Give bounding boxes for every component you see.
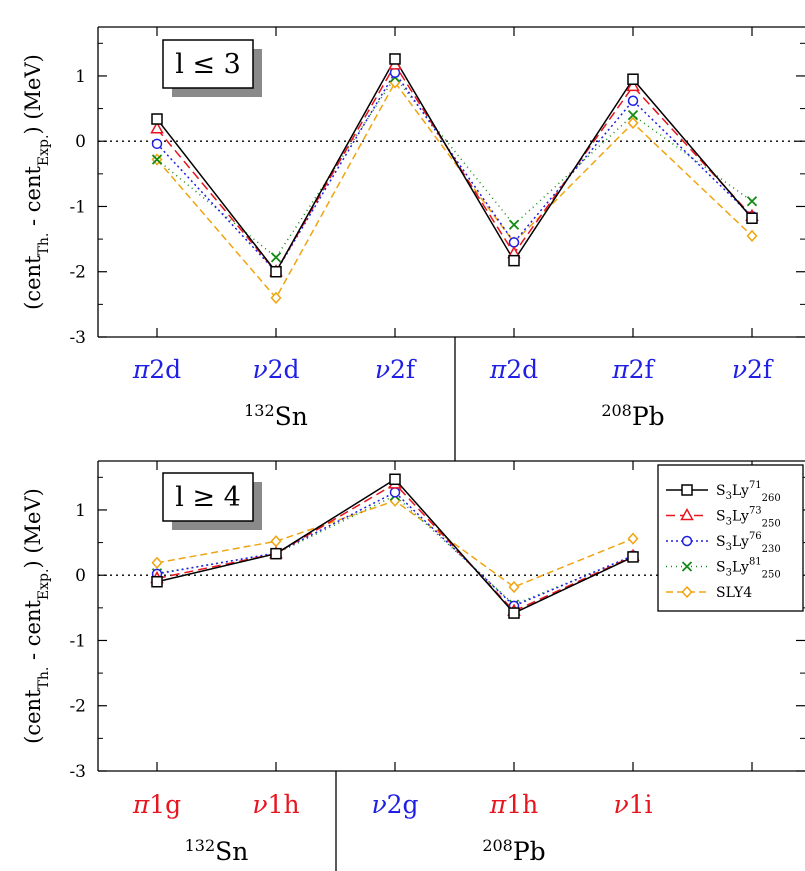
group-label: 132Sn xyxy=(244,401,308,432)
y-tick-label: -2 xyxy=(69,263,86,283)
data-point xyxy=(272,253,281,262)
group-label: 208Pb xyxy=(482,836,545,867)
category-label: ν1h xyxy=(252,790,299,819)
y-tick-label: 1 xyxy=(75,501,86,521)
category-label: π1g xyxy=(132,790,181,819)
y-tick-label: -1 xyxy=(69,631,86,651)
y-tick-label: -3 xyxy=(69,328,86,348)
data-point xyxy=(153,558,162,568)
data-point xyxy=(390,54,400,64)
series-line xyxy=(157,73,752,272)
data-point xyxy=(152,114,162,124)
category-label: π1h xyxy=(489,790,538,819)
data-point xyxy=(748,231,757,241)
category-label: π2d xyxy=(489,355,538,384)
y-axis-label: (centTh. - centExp.) (MeV) xyxy=(21,54,52,310)
data-point xyxy=(629,534,638,544)
category-label: ν2f xyxy=(732,355,774,384)
data-point xyxy=(747,213,757,223)
data-point xyxy=(509,608,519,618)
data-point xyxy=(510,220,519,229)
y-tick-label: 0 xyxy=(75,132,86,152)
category-label: ν2d xyxy=(252,355,299,384)
series-line xyxy=(157,77,752,257)
data-point xyxy=(271,267,281,277)
category-label: π2f xyxy=(611,355,655,384)
data-point xyxy=(152,577,162,587)
y-axis-label: (centTh. - centExp.) (MeV) xyxy=(21,488,52,744)
data-point xyxy=(153,139,162,148)
category-label: π2d xyxy=(132,355,181,384)
data-point xyxy=(509,256,519,266)
panel-label: l ≤ 3 xyxy=(175,49,241,80)
y-tick-label: 1 xyxy=(75,67,86,87)
legend-entry-label: SLY4 xyxy=(716,585,752,601)
category-label: ν1i xyxy=(613,790,652,819)
data-point xyxy=(271,549,281,559)
chart-panel-2: 1 0 -1 -2 -3 (centTh. - centExp.) (MeV) l ≥ 4 π… xyxy=(21,461,805,871)
legend-swatch-marker xyxy=(682,485,692,495)
data-point xyxy=(629,96,638,105)
category-label: ν2f xyxy=(375,355,417,384)
data-point xyxy=(390,474,400,484)
y-tick-label: -3 xyxy=(69,762,86,782)
panel-label: l ≥ 4 xyxy=(175,482,241,513)
legend-swatch-marker xyxy=(683,537,692,546)
chart-panel-1: 1 0 -1 -2 -3 (centTh. - centExp.) (MeV) l ≤ 3 π… xyxy=(21,27,805,461)
data-point xyxy=(272,536,281,546)
y-tick-label: -2 xyxy=(69,697,86,717)
group-label: 132Sn xyxy=(185,836,249,867)
data-point xyxy=(391,488,400,497)
data-point xyxy=(510,582,519,592)
y-tick-label: 0 xyxy=(75,566,86,586)
data-point xyxy=(748,197,757,206)
group-label: 208Pb xyxy=(601,401,664,432)
y-tick-label: -1 xyxy=(69,197,86,217)
data-point xyxy=(510,238,519,247)
category-label: ν2g xyxy=(371,790,418,819)
data-point xyxy=(628,74,638,84)
data-point xyxy=(628,552,638,562)
